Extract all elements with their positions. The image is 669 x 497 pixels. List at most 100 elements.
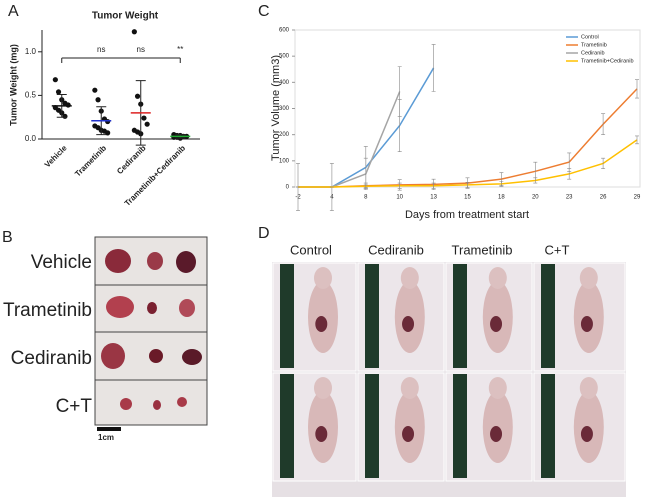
y-tick-label: 0.0 (25, 134, 37, 143)
x-tick-label: 18 (498, 195, 505, 201)
error-bar (635, 135, 639, 145)
data-point (55, 89, 62, 95)
y-tick-label: 0 (286, 185, 290, 191)
y-tick-label: 0.5 (25, 91, 37, 100)
photo-d (272, 262, 626, 497)
ruler (280, 374, 294, 478)
x-tick-label: 29 (634, 195, 641, 201)
tumor (402, 426, 415, 442)
ruler (365, 264, 379, 368)
tumor (580, 426, 593, 442)
error-bar (567, 168, 572, 180)
error-bar (635, 79, 639, 99)
x-tick-label: Cediranib (115, 143, 148, 176)
error-bar (465, 181, 470, 188)
panel-letter: C (258, 3, 270, 20)
data-point (105, 118, 111, 125)
legend-label: Trametinib+Cediranib (581, 58, 634, 64)
x-tick-label: 13 (430, 195, 437, 201)
series-line (298, 88, 638, 188)
mouse-head (314, 377, 332, 399)
data-point (95, 97, 101, 103)
significance: ns (97, 45, 105, 54)
tumor (402, 316, 415, 332)
mouse-head (400, 267, 419, 289)
data-point (131, 29, 137, 35)
tumor (182, 349, 202, 365)
chart-title: Tumor Weight (92, 11, 159, 22)
tumor (315, 316, 328, 332)
column-label: Cediranib (368, 242, 424, 257)
mouse-head (579, 267, 598, 289)
mouse-head (488, 267, 507, 289)
significance: ** (177, 45, 183, 54)
error-bar (397, 66, 402, 117)
tumor (580, 316, 593, 332)
x-tick-label: 26 (600, 195, 607, 201)
tumor (176, 251, 196, 273)
error-bar (363, 184, 368, 188)
tumor (147, 302, 157, 314)
mouse-head (488, 377, 507, 399)
x-tick-label: Vehicle (43, 143, 69, 169)
y-tick-label: 500 (279, 54, 290, 60)
tumor (153, 400, 161, 410)
tumor (315, 426, 328, 442)
tumor (177, 397, 187, 407)
tumor (105, 249, 131, 273)
x-axis-title: Days from treatment start (405, 209, 529, 221)
error-bar (601, 157, 606, 169)
y-tick-label: 100 (279, 158, 290, 164)
data-point (134, 93, 141, 99)
data-point (52, 77, 58, 83)
tumor (490, 426, 503, 442)
panel-letter: D (258, 225, 270, 242)
error-bar (431, 182, 436, 189)
column-label: Control (290, 242, 332, 257)
x-tick-label: 23 (566, 195, 573, 201)
y-tick-label: 200 (279, 132, 290, 138)
tumor (106, 296, 134, 318)
ruler (453, 374, 467, 478)
photo-b (94, 236, 208, 431)
data-point (144, 121, 150, 127)
y-tick-label: 400 (279, 80, 290, 86)
y-axis-title: Tumor Weight (mg) (8, 44, 18, 126)
tumor (149, 349, 163, 363)
x-tick-label: Trametinib (73, 143, 108, 178)
row-label: Trametinib (3, 300, 92, 321)
y-tick-label: 300 (279, 106, 290, 112)
ruler (365, 374, 379, 478)
ruler (541, 374, 555, 478)
mouse-head (314, 267, 332, 289)
row-label: Cediranib (11, 348, 92, 369)
legend-label: Trametinib (581, 42, 607, 48)
tumor (120, 398, 132, 410)
scale-label: 1cm (98, 433, 114, 442)
error-bar (363, 157, 368, 190)
panel-letter: A (8, 3, 19, 20)
x-tick-label: 8 (364, 195, 368, 201)
data-point (62, 113, 68, 119)
data-point (65, 102, 71, 108)
error-bar (601, 113, 606, 135)
panel-letter: B (2, 229, 13, 246)
error-bar (397, 182, 402, 189)
data-point (105, 130, 111, 136)
ruler (453, 264, 467, 368)
mouse-head (400, 377, 419, 399)
column-label: Trametinib (452, 242, 513, 257)
mouse-head (579, 377, 598, 399)
x-tick-label: 20 (532, 195, 539, 201)
y-tick-label: 600 (279, 28, 290, 34)
x-tick-label: -2 (295, 195, 301, 201)
x-tick-label: 15 (464, 195, 471, 201)
legend-label: Control (581, 34, 599, 40)
significance: ns (137, 45, 145, 54)
tumor (490, 316, 503, 332)
y-tick-label: 1.0 (25, 47, 37, 56)
tumor (147, 252, 163, 270)
x-tick-label: 4 (330, 195, 334, 201)
error-bar (499, 180, 504, 187)
